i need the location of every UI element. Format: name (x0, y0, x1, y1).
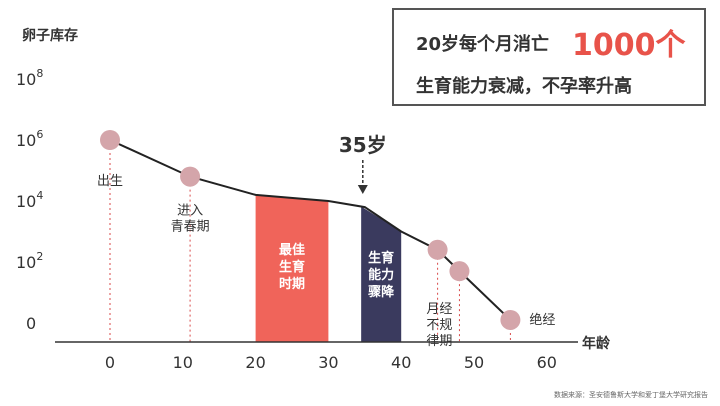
point-label: 不规 (426, 318, 452, 333)
annotation-arrow-head (357, 185, 368, 194)
x-tick-label: 0 (105, 353, 115, 372)
y-tick-label: 108 (16, 67, 43, 89)
data-point (500, 309, 521, 330)
info-line1: 20岁每个月消亡 (416, 34, 550, 55)
data-point (449, 261, 470, 282)
x-axis-label: 年龄 (582, 335, 611, 352)
age-35-annotation: 35岁 (339, 133, 387, 157)
chart-guides (109, 148, 511, 342)
x-tick-label: 50 (464, 353, 484, 372)
chart-points (100, 130, 521, 330)
info-highlight: 1000个 (572, 28, 686, 63)
info-line2: 生育能力衰减，不孕率升高 (416, 76, 632, 97)
band-label: 生育 (368, 250, 394, 266)
point-label: 出生 (97, 174, 123, 189)
source-note: 数据来源：圣安德鲁斯大学和爱丁堡大学研究报告 (554, 391, 708, 399)
y-tick-label: 0 (26, 314, 36, 333)
chart-bands (255, 194, 402, 342)
band-label: 时期 (279, 276, 305, 292)
band-label: 骤降 (368, 284, 395, 300)
data-point (180, 166, 201, 187)
band-label: 最佳 (279, 242, 305, 258)
point-label: 月经 (426, 302, 452, 317)
info-box: 20岁每个月消亡 1000个 生育能力衰减，不孕率升高 (392, 8, 706, 106)
band-label: 生育 (279, 259, 305, 275)
x-tick-label: 30 (318, 353, 338, 372)
point-label: 绝经 (529, 312, 555, 328)
data-point (427, 239, 448, 260)
data-point (100, 130, 120, 150)
point-label: 律期 (426, 334, 452, 349)
y-axis-label: 卵子库存 (22, 27, 78, 44)
y-tick-label: 102 (16, 250, 43, 272)
y-tick-label: 104 (16, 189, 43, 211)
band-label: 能力 (368, 267, 394, 283)
x-tick-label: 60 (537, 353, 557, 372)
peak-fertility-band (255, 194, 329, 342)
point-label: 青春期 (171, 220, 210, 235)
fertility-decline-band (361, 206, 402, 342)
x-tick-label: 10 (173, 353, 193, 372)
chart-curve (109, 139, 512, 321)
x-tick-label: 40 (391, 353, 411, 372)
egg-reserve-line (109, 139, 512, 321)
x-tick-label: 20 (245, 353, 265, 372)
y-tick-label: 106 (16, 128, 43, 150)
point-label: 进入 (177, 204, 203, 219)
